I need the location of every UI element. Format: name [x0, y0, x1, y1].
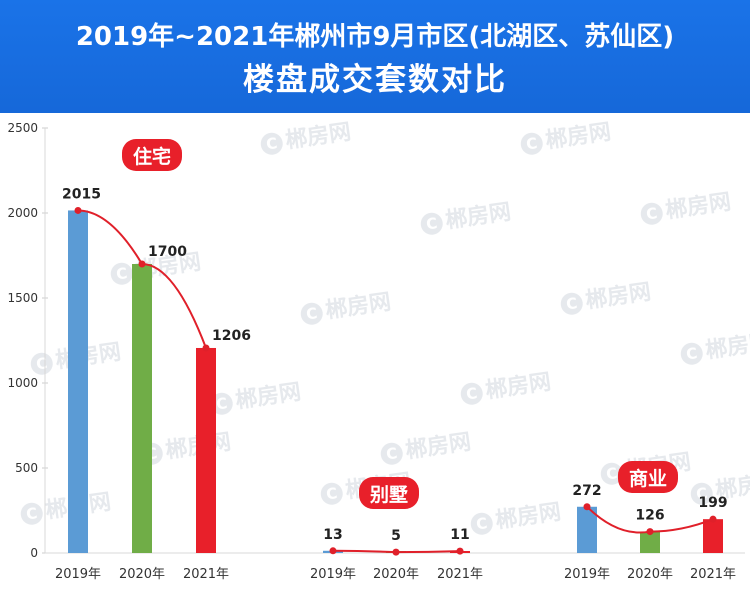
trend-point [646, 528, 654, 536]
trend-point [392, 548, 400, 556]
trend-point [138, 260, 146, 268]
y-tick-label: 2500 [7, 121, 38, 135]
x-tick-label: 2021年 [183, 567, 229, 582]
bar [640, 531, 660, 553]
group-label: 住宅 [133, 145, 171, 168]
data-label: 11 [450, 527, 469, 543]
data-label: 272 [572, 483, 601, 499]
group-tag [359, 477, 419, 509]
bar [703, 519, 723, 553]
bar [196, 347, 216, 553]
data-label: 2015 [62, 186, 101, 202]
trend-point [456, 547, 464, 555]
data-label: 13 [323, 527, 342, 543]
y-tick-label: 1000 [7, 376, 38, 390]
data-label: 199 [698, 495, 727, 511]
y-tick-label: 1500 [7, 291, 38, 305]
group-tag [618, 461, 678, 493]
trend-point [709, 515, 717, 523]
data-label: 5 [391, 528, 401, 544]
x-tick-label: 2019年 [310, 567, 356, 582]
y-tick-label: 0 [30, 546, 38, 560]
trend-point [583, 503, 591, 511]
trend-point [202, 344, 210, 352]
group-label: 别墅 [369, 484, 408, 506]
x-tick-label: 2019年 [55, 567, 101, 582]
x-tick-label: 2021年 [437, 567, 483, 582]
x-tick-label: 2020年 [627, 567, 673, 582]
data-label: 1700 [148, 244, 187, 260]
bar [132, 264, 152, 553]
bar [68, 210, 88, 553]
bar [577, 506, 597, 553]
chart-title-line1: 2019年~2021年郴州市9月市区(北湖区、苏仙区) [75, 22, 675, 52]
x-tick-label: 2019年 [564, 567, 610, 582]
data-label: 1206 [212, 328, 251, 344]
title-banner: 2019年~2021年郴州市9月市区(北湖区、苏仙区) 楼盘成交套数对比 [0, 0, 750, 113]
y-tick-label: 2000 [7, 206, 38, 220]
x-tick-label: 2021年 [690, 567, 736, 582]
trend-point [329, 547, 337, 555]
x-tick-label: 2020年 [373, 567, 419, 582]
data-label: 126 [635, 508, 664, 524]
y-tick-label: 500 [15, 461, 38, 475]
group-label: 商业 [629, 467, 667, 490]
chart-title-line2: 楼盘成交套数对比 [243, 62, 507, 98]
trend-point [74, 206, 82, 214]
group-tag [122, 139, 182, 171]
x-tick-label: 2020年 [119, 567, 165, 582]
